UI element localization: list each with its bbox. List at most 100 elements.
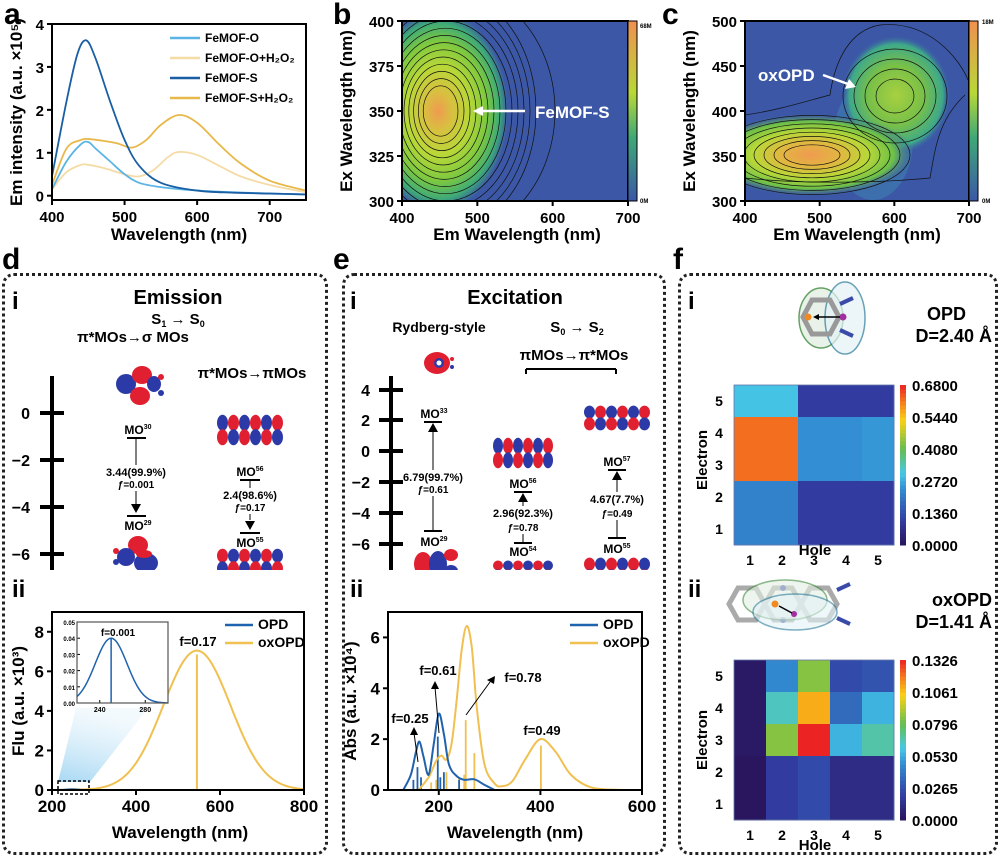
sublabel-e-i: i: [350, 288, 357, 315]
heatmap-cell: [734, 756, 767, 789]
orbital-lobe: [261, 414, 272, 431]
orbital-lobe: [217, 429, 228, 446]
f-i-title: OPD: [927, 304, 966, 324]
orbital-lobe: [631, 569, 636, 570]
orbital-lobe: [228, 548, 239, 563]
heatmap-cell: [798, 756, 831, 789]
f-i-ylabel: Electron: [694, 430, 711, 490]
mo33-label: MO33: [420, 407, 447, 421]
y-tick-label: 3: [36, 60, 44, 77]
colorbar-segment: [900, 800, 906, 805]
orbital-lobe: [493, 452, 503, 469]
panel-label-b: b: [333, 0, 352, 31]
excitation-middle-energy: 2.96(92.3%): [493, 508, 553, 520]
energy-tick-label: 2: [361, 413, 370, 430]
x-tick-label: 2: [778, 552, 786, 568]
inset-curve: [76, 637, 169, 704]
colorbar-segment: [900, 788, 906, 793]
colorbar-segment: [900, 489, 906, 494]
emission-left-energy: 3.44(99.9%): [106, 467, 166, 479]
panel-e-frame: [342, 273, 666, 855]
x-tick-label: 500: [465, 210, 490, 227]
opd-molecule-icon: [798, 281, 866, 355]
y-tick-label: 2: [371, 730, 380, 749]
annotation-f-061: f=0.61: [419, 663, 456, 678]
series-line-oxOPD: [417, 625, 622, 791]
colorbar-segment: [900, 680, 906, 685]
y-tick-label: 325: [369, 149, 394, 166]
y-tick-label: 5: [715, 393, 723, 409]
inset-annotation: f=0.001: [101, 628, 136, 639]
orbital-mo54-icon: [493, 560, 553, 570]
orbital-lobe: [584, 557, 595, 570]
x-tick-label: 3: [810, 827, 818, 843]
energy-tick-label: −2: [352, 475, 370, 492]
heatmap-cell: [830, 513, 863, 546]
sublabel-e-ii: ii: [350, 576, 364, 603]
orbital-lobe: [628, 417, 639, 431]
colorbar-c-max: 18M: [982, 20, 994, 26]
orbital-lobe: [595, 405, 606, 419]
colorbar-tick-label: 0.1326: [912, 653, 958, 670]
x-tick-label: 700: [615, 210, 640, 227]
y-tick-label: 8: [35, 623, 44, 642]
chart-a-ylabel: Em intensity (a.u. ×10⁵): [7, 18, 26, 206]
orbital-lobe: [250, 429, 261, 446]
f-i-xlabel: Hole: [799, 542, 832, 559]
contour-line: [763, 136, 861, 174]
heatmap-cell: [766, 385, 799, 418]
x-tick-label: 5: [874, 827, 882, 843]
colorbar-segment: [900, 816, 906, 821]
legend-label-1: FeMOF-O+H₂O₂: [205, 51, 295, 65]
colorbar-segment: [900, 756, 906, 761]
colorbar-segment: [900, 505, 906, 510]
colorbar-segment: [900, 501, 906, 506]
colorbar-segment: [900, 417, 906, 422]
f-ii-xlabel: Hole: [799, 837, 832, 854]
contour-line: [864, 68, 926, 124]
contour-line: [773, 140, 851, 170]
sublabel-d-ii: ii: [12, 576, 26, 603]
energy-tick-label: −6: [12, 547, 30, 564]
x-tick-label: 800: [290, 797, 318, 816]
colorbar-segment: [900, 704, 906, 709]
panel-label-a: a: [4, 0, 21, 31]
orbital-lobe: [503, 452, 513, 469]
orbital-lobe: [533, 437, 543, 454]
chart-d-ii-xlabel: Wavelength (nm): [112, 823, 248, 842]
y-tick-label: 300: [369, 194, 394, 211]
mo56-excitation-label: MO56: [509, 477, 536, 491]
legend-label-0: FeMOF-O: [205, 31, 259, 45]
chart-d-ii: 200 400 600 800 0 2 4 6 8 Wavelength (nm) Flu (a…: [9, 611, 318, 842]
panel-d-i-diagram: Emission S1 → S0 π*MOs→σ MOs 0 −2 −4 −6 MO3…: [12, 287, 306, 570]
colorbar-segment: [900, 744, 906, 749]
inset-y-tick-label: 0.03: [63, 653, 75, 659]
chart-c: 18M 0M 400 500 600 700 300 350 400 450 500 oxOPD…: [680, 14, 994, 244]
excitation-group-label: πMOs→π*MOs: [520, 347, 629, 364]
colorbar-c-min: 0M: [982, 199, 990, 205]
heatmap-cell: [830, 417, 863, 450]
orbital-lobe: [543, 437, 553, 454]
y-tick-label: 4: [715, 700, 723, 716]
orbital-mo55-emission-icon: [217, 548, 283, 570]
colorbar-segment: [900, 668, 906, 673]
f-i-subtitle: D=2.40 Å: [915, 326, 992, 346]
y-tick-label: 4: [35, 702, 45, 721]
orbital-lobe: [628, 557, 639, 570]
x-tick-label: 500: [807, 210, 832, 227]
orbital-lobe: [217, 548, 228, 563]
orbital-lobe: [228, 414, 239, 431]
colorbar-segment: [900, 732, 906, 737]
colorbar-b-min: 0M: [640, 199, 648, 205]
chart-d-ii-ylabel: Flu (a.u. ×10³): [9, 646, 28, 756]
x-tick-label: 4: [842, 552, 850, 568]
orbital-lobe: [239, 414, 250, 431]
orbital-lobe: [217, 414, 228, 431]
annotation-arrow-c: [822, 73, 849, 86]
orbital-lobe: [545, 569, 551, 570]
heatmap-cell: [798, 481, 831, 514]
colorbar-segment: [900, 752, 906, 757]
emission-right-f: ƒ=0.17: [235, 503, 266, 514]
chart-c-ylabel: Ex Wavelength (nm): [680, 30, 699, 192]
sublabel-f-i: i: [688, 288, 695, 315]
